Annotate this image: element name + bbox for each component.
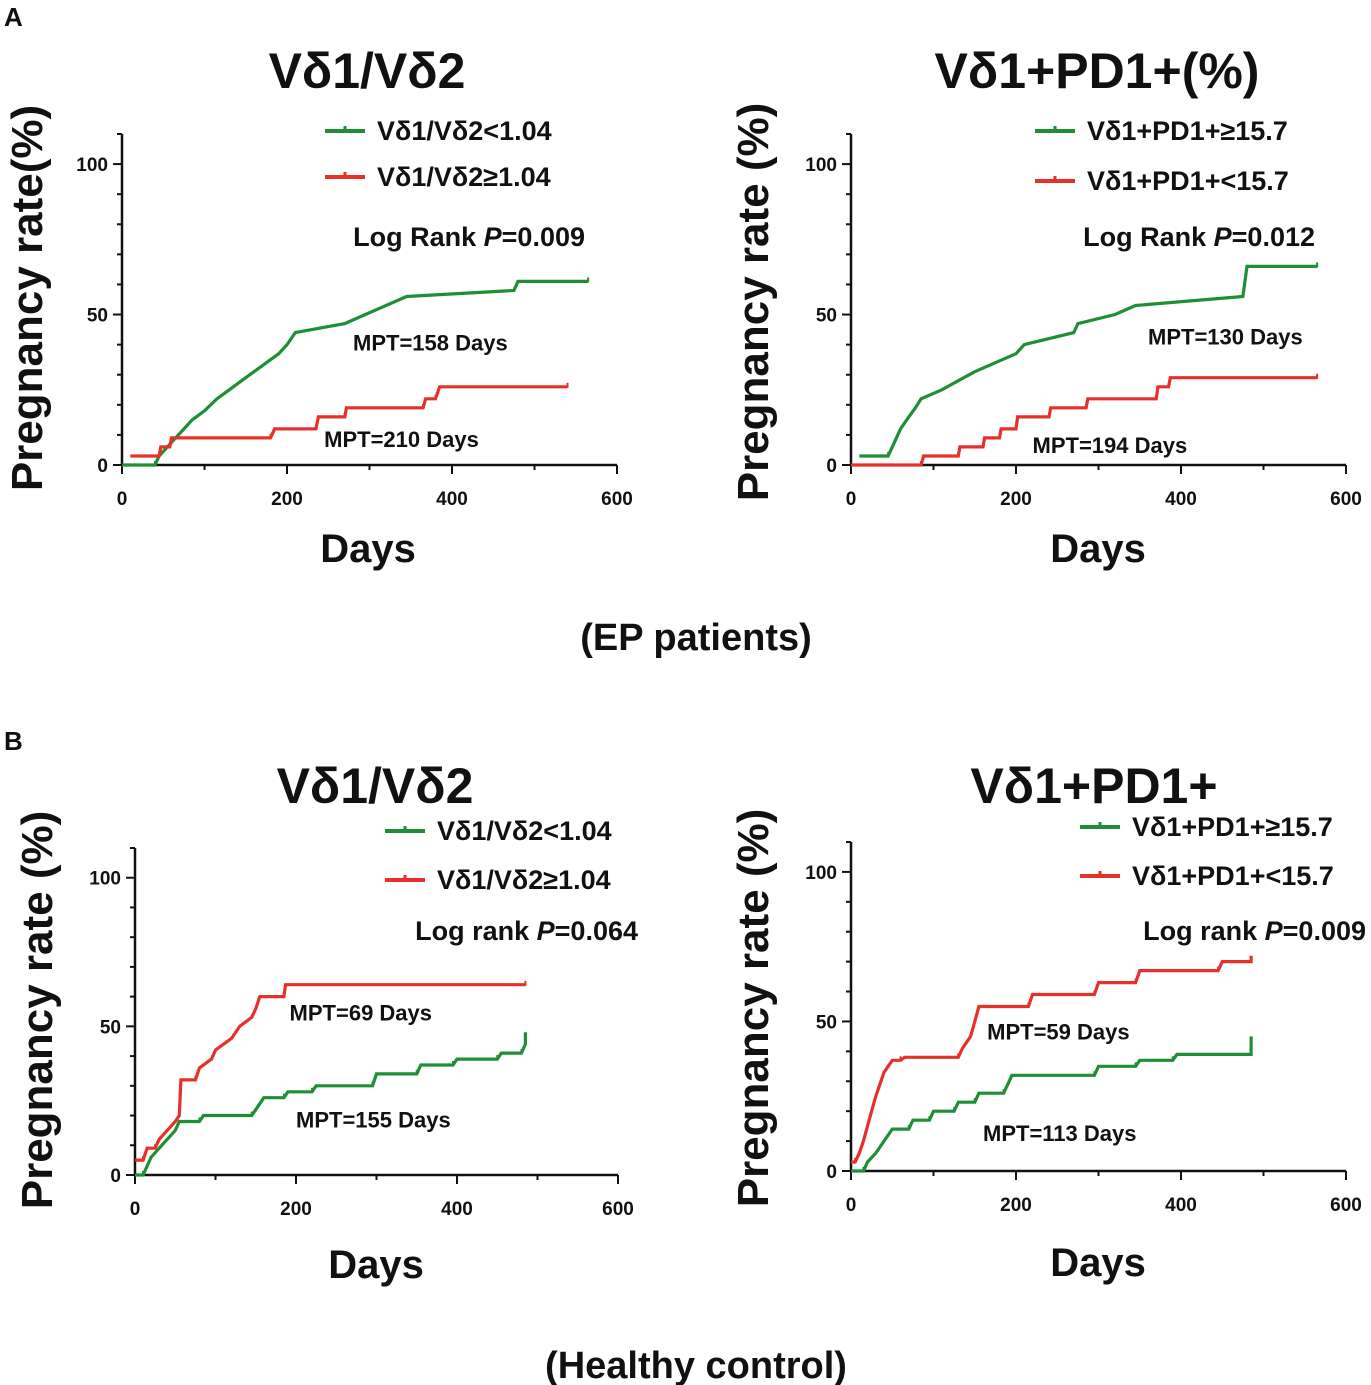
y-tick-label: 0: [826, 1162, 837, 1183]
x-axis-label: Days: [320, 527, 416, 571]
mpt-annotation: MPT=130 Days: [1148, 325, 1303, 350]
y-tick-label: 100: [805, 155, 837, 176]
mpt-annotation: MPT=69 Days: [290, 1000, 432, 1025]
log-rank-stat: Log rank P=0.064: [415, 916, 638, 946]
x-tick-label: 0: [130, 1199, 141, 1220]
y-tick-label: 100: [76, 155, 108, 176]
chart-title: Vδ1/Vδ2: [269, 43, 466, 99]
y-tick-label: 50: [100, 1017, 121, 1038]
series-line-green: [859, 264, 1318, 458]
series-line-green: [135, 1032, 528, 1177]
x-tick-label: 200: [1000, 489, 1032, 510]
chart-title: Vδ1/Vδ2: [277, 758, 474, 814]
x-tick-label: 0: [117, 489, 128, 510]
x-axis-label: Days: [328, 1243, 424, 1287]
x-tick-label: 400: [1165, 489, 1197, 510]
y-axis-label: Pregnancy rate (%): [729, 103, 778, 502]
log-rank-stat: Log Rank P=0.012: [1083, 222, 1315, 252]
x-tick-label: 400: [1165, 1195, 1197, 1216]
log-rank-stat: Log rank P=0.009: [1143, 916, 1366, 946]
legend-label: Vδ1/Vδ2<1.04: [437, 816, 612, 846]
series-line-green: [122, 279, 589, 467]
y-tick-label: 0: [826, 456, 837, 477]
chart-a-vd1-vd2: Vδ1/Vδ2 0 200 400 600 0 50 100 Days Pregnancy rat…: [3, 43, 633, 571]
legend-label: Vδ1/Vδ2≥1.04: [377, 162, 551, 192]
x-tick-label: 200: [280, 1199, 312, 1220]
y-tick-label: 50: [816, 306, 837, 327]
x-tick-label: 200: [271, 489, 303, 510]
y-tick-label: 0: [97, 456, 108, 477]
mpt-annotation: MPT=210 Days: [324, 427, 479, 452]
legend-label: Vδ1+PD1+<15.7: [1132, 861, 1334, 891]
y-tick-label: 0: [110, 1166, 121, 1187]
group-caption-a: (EP patients): [580, 617, 812, 659]
y-tick-label: 50: [816, 1012, 837, 1033]
chart-a-vd1-pd1: Vδ1+PD1+(%) 0 200 400 600 0 50 100 Days Pregnancy…: [729, 43, 1362, 571]
chart-b-vd1-pd1: Vδ1+PD1+ 0 200 400 600 0 50 100 Days Pregnancy ra…: [729, 758, 1366, 1285]
x-axis-label: Days: [1050, 527, 1146, 571]
legend-label: Vδ1+PD1+≥15.7: [1087, 116, 1288, 146]
x-tick-label: 400: [441, 1199, 473, 1220]
x-tick-label: 400: [436, 489, 468, 510]
y-axis-label: Pregnancy rate(%): [3, 105, 52, 491]
legend-label: Vδ1+PD1+≥15.7: [1132, 812, 1333, 842]
x-axis-label: Days: [1050, 1241, 1146, 1285]
legend-label: Vδ1/Vδ2<1.04: [377, 116, 552, 146]
x-tick-label: 600: [602, 1199, 634, 1220]
x-tick-label: 600: [1330, 489, 1362, 510]
y-axis-label: Pregnancy rate (%): [13, 811, 62, 1210]
group-caption-b: (Healthy control): [545, 1345, 847, 1385]
y-tick-label: 50: [87, 306, 108, 327]
mpt-annotation: MPT=194 Days: [1033, 433, 1188, 458]
series-line-red: [130, 385, 568, 458]
mpt-annotation: MPT=59 Days: [987, 1019, 1129, 1044]
chart-b-vd1-vd2: Vδ1/Vδ2 0 200 400 600 0 50 100 Days Pregnancy rat…: [13, 758, 638, 1287]
chart-title: Vδ1+PD1+(%): [935, 43, 1260, 99]
x-tick-label: 0: [846, 1195, 857, 1216]
legend-label: Vδ1/Vδ2≥1.04: [437, 865, 611, 895]
legend-label: Vδ1+PD1+<15.7: [1087, 166, 1289, 196]
y-tick-label: 100: [805, 863, 837, 884]
mpt-annotation: MPT=158 Days: [353, 331, 508, 356]
log-rank-stat: Log Rank P=0.009: [353, 222, 585, 252]
x-tick-label: 600: [601, 489, 633, 510]
series-line-red: [851, 955, 1253, 1164]
mpt-annotation: MPT=113 Days: [983, 1121, 1136, 1146]
chart-title: Vδ1+PD1+: [970, 758, 1217, 814]
x-tick-label: 200: [1000, 1195, 1032, 1216]
y-axis-label: Pregnancy rate (%): [729, 809, 778, 1208]
panel-letter-b: B: [4, 726, 23, 756]
x-tick-label: 0: [846, 489, 857, 510]
panel-letter-a: A: [4, 2, 23, 32]
y-tick-label: 100: [89, 869, 121, 890]
x-tick-label: 600: [1330, 1195, 1362, 1216]
series-line-red: [135, 983, 526, 1162]
mpt-annotation: MPT=155 Days: [296, 1107, 451, 1132]
